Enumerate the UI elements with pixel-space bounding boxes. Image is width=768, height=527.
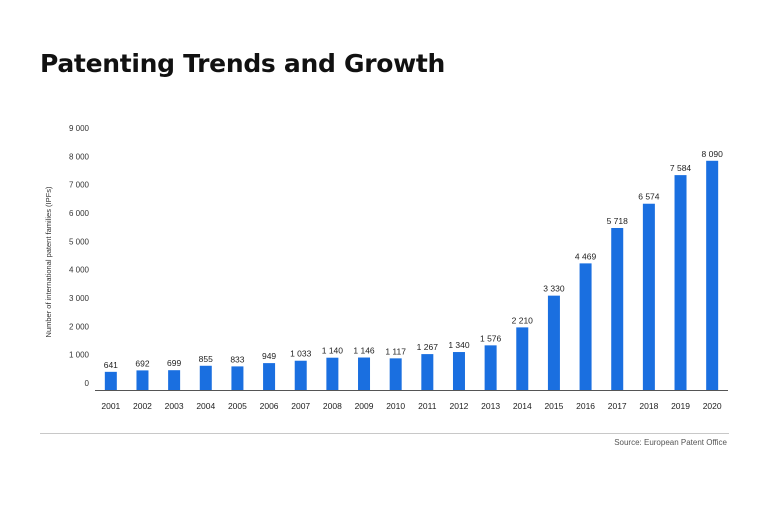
bar-2016	[579, 263, 592, 390]
x-tick-label-2016: 2016	[576, 401, 595, 411]
x-axis-ticks: 2001 2002 2003 2004 2005 2006 2007 2008 2009 2010…	[101, 401, 722, 411]
bar-2019	[674, 175, 687, 390]
x-tick-label-2005: 2005	[228, 401, 247, 411]
data-label-2012: 1 340	[448, 340, 470, 350]
bar-2001	[104, 371, 117, 390]
data-label-2004: 855	[199, 354, 213, 364]
x-tick-label-2017: 2017	[608, 401, 627, 411]
data-label-2006: 949	[262, 351, 276, 361]
data-label-2005: 833	[230, 354, 244, 364]
x-tick-label-2019: 2019	[671, 401, 690, 411]
bar-2003	[168, 370, 181, 390]
bars	[104, 160, 719, 390]
bar-2010	[389, 358, 402, 390]
x-tick-label-2011: 2011	[418, 401, 437, 411]
bar-2013	[484, 345, 497, 390]
bar-2007	[294, 360, 307, 390]
bar-2009	[358, 357, 371, 390]
bar-2004	[199, 365, 212, 390]
data-label-2016: 4 469	[575, 251, 597, 261]
y-tick-label: 2 000	[69, 322, 90, 331]
bar-2011	[421, 354, 434, 390]
data-label-2017: 5 718	[607, 216, 629, 226]
data-label-2008: 1 140	[322, 346, 344, 356]
y-tick-label: 1 000	[69, 351, 90, 360]
bar-2014	[516, 327, 529, 390]
y-tick-label: 3 000	[69, 294, 90, 303]
x-tick-label-2009: 2009	[355, 401, 374, 411]
chart-title: Patenting Trends and Growth	[40, 49, 446, 78]
y-tick-label: 7 000	[69, 181, 90, 190]
x-tick-label-2020: 2020	[703, 401, 722, 411]
bar-2008	[326, 357, 339, 390]
x-tick-label-2018: 2018	[639, 401, 658, 411]
data-label-2011: 1 267	[417, 342, 439, 352]
x-tick-label-2003: 2003	[165, 401, 184, 411]
data-label-2013: 1 576	[480, 333, 502, 343]
bar-2020	[706, 160, 719, 390]
data-label-2009: 1 146	[353, 346, 375, 356]
y-tick-label: 4 000	[69, 266, 90, 275]
x-tick-label-2013: 2013	[481, 401, 500, 411]
x-tick-label-2001: 2001	[101, 401, 120, 411]
data-label-2020: 8 090	[702, 149, 724, 159]
data-label-2018: 6 574	[638, 192, 660, 202]
x-tick-label-2010: 2010	[386, 401, 405, 411]
data-label-2002: 692	[135, 358, 149, 368]
x-tick-label-2006: 2006	[260, 401, 279, 411]
bar-2002	[136, 370, 149, 390]
y-tick-label: 0	[85, 379, 90, 388]
y-tick-label: 8 000	[69, 152, 90, 161]
x-tick-label-2008: 2008	[323, 401, 342, 411]
y-tick-label: 9 000	[69, 124, 90, 133]
x-tick-label-2012: 2012	[450, 401, 469, 411]
x-tick-label-2002: 2002	[133, 401, 152, 411]
y-tick-label: 5 000	[69, 237, 90, 246]
bar-2006	[263, 363, 276, 390]
source-note: Source: European Patent Office	[614, 438, 727, 447]
x-tick-label-2004: 2004	[196, 401, 215, 411]
bar-2012	[452, 352, 465, 390]
y-tick-label: 6 000	[69, 209, 90, 218]
bar-2015	[547, 295, 560, 390]
y-axis-label: Number of international patent families …	[44, 186, 53, 337]
data-label-2010: 1 117	[385, 346, 406, 356]
data-label-2019: 7 584	[670, 163, 692, 173]
x-tick-label-2015: 2015	[544, 401, 563, 411]
data-label-2015: 3 330	[543, 284, 565, 294]
data-labels: 641 692 699 855 833 949 1 033 1 140 1 146 1 117 1 …	[104, 149, 723, 370]
data-label-2001: 641	[104, 360, 118, 370]
data-label-2014: 2 210	[512, 315, 534, 325]
bar-2017	[611, 227, 624, 390]
x-tick-label-2007: 2007	[291, 401, 310, 411]
bar-2018	[642, 203, 655, 390]
x-tick-label-2014: 2014	[513, 401, 532, 411]
y-axis-ticks: 0 1 000 2 000 3 000 4 000 5 000 6 000 7 000 8 00…	[69, 124, 90, 388]
bar-2005	[231, 366, 244, 390]
data-label-2007: 1 033	[290, 349, 312, 359]
data-label-2003: 699	[167, 358, 181, 368]
footer-divider	[40, 433, 729, 434]
